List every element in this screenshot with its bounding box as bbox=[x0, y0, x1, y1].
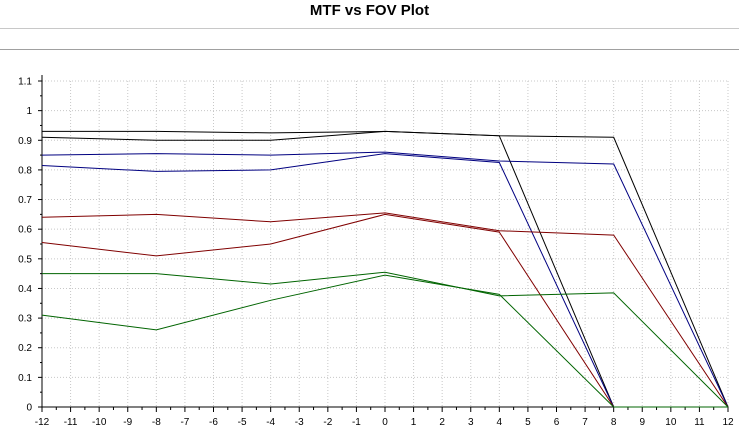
x-tick-label: -6 bbox=[209, 417, 218, 428]
y-tick-label: 0.5 bbox=[18, 254, 32, 265]
y-tick-label: 0.6 bbox=[18, 225, 32, 236]
series-line-5 bbox=[41, 212, 729, 408]
y-tick-label: 0.3 bbox=[18, 314, 32, 325]
y-tick-label: 1 bbox=[26, 106, 32, 117]
series-line-4 bbox=[41, 153, 615, 408]
x-tick-label: 6 bbox=[554, 417, 560, 428]
x-tick-label: 7 bbox=[582, 417, 588, 428]
x-tick-label: -4 bbox=[266, 417, 275, 428]
y-tick-label: 0.7 bbox=[18, 195, 32, 206]
title-divider bbox=[0, 28, 739, 29]
x-tick-label: -1 bbox=[352, 417, 361, 428]
page-title: MTF vs FOV Plot bbox=[309, 2, 430, 19]
x-tick-label: 8 bbox=[611, 417, 617, 428]
x-tick-label: -12 bbox=[35, 417, 50, 428]
x-tick-label: 10 bbox=[665, 417, 677, 428]
y-tick-label: 0.1 bbox=[18, 373, 32, 384]
y-tick-label: 1.1 bbox=[18, 77, 32, 88]
x-tick-label: -2 bbox=[323, 417, 332, 428]
title-bar: MTF vs FOV Plot bbox=[0, 0, 739, 30]
x-tick-label: -11 bbox=[64, 417, 78, 428]
x-tick-label: 12 bbox=[722, 417, 734, 428]
x-tick-label: -3 bbox=[295, 417, 304, 428]
x-tick-label: 0 bbox=[382, 417, 388, 428]
x-tick-label: 11 bbox=[694, 417, 705, 428]
series-line-8 bbox=[41, 274, 728, 408]
y-tick-label: 0.4 bbox=[18, 284, 32, 295]
x-tick-label: 9 bbox=[639, 417, 645, 428]
y-tick-label: 0.2 bbox=[18, 343, 32, 354]
series-line-7 bbox=[42, 271, 729, 408]
series-line-3 bbox=[41, 151, 729, 408]
x-tick-label: -10 bbox=[92, 417, 107, 428]
series-layer bbox=[41, 130, 729, 408]
x-tick-label: -8 bbox=[152, 417, 161, 428]
grid-layer bbox=[42, 80, 729, 407]
x-tick-label: -5 bbox=[238, 417, 247, 428]
y-tick-label: 0.8 bbox=[18, 165, 32, 176]
series-line-2 bbox=[41, 130, 615, 408]
x-tick-label: 5 bbox=[525, 417, 531, 428]
y-tick-label: 0.9 bbox=[18, 136, 32, 147]
y-tick-label: 0 bbox=[26, 403, 32, 414]
tick-label-layer: 00.10.20.30.40.50.60.70.80.911.1-12 -11 -1… bbox=[18, 77, 734, 429]
series-line-1 bbox=[42, 130, 729, 408]
series-line-6 bbox=[41, 213, 615, 408]
x-tick-label: 4 bbox=[497, 417, 503, 428]
x-tick-label: 3 bbox=[468, 417, 474, 428]
toolbar-divider bbox=[0, 49, 739, 50]
x-tick-label: -9 bbox=[123, 417, 132, 428]
x-tick-label: 2 bbox=[439, 417, 445, 428]
x-tick-label: 1 bbox=[411, 417, 417, 428]
x-tick-label: -7 bbox=[180, 417, 189, 428]
axis-layer bbox=[38, 75, 729, 412]
